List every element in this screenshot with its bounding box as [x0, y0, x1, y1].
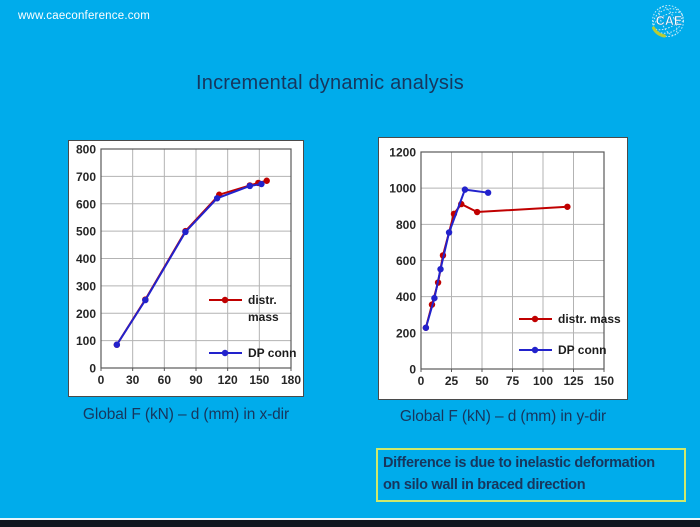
svg-text:100: 100: [533, 374, 553, 388]
website-url: www.caeconference.com: [18, 10, 151, 22]
svg-text:1000: 1000: [389, 182, 416, 196]
svg-text:600: 600: [76, 197, 96, 211]
svg-text:150: 150: [594, 374, 614, 388]
chart-y-dir-plot: 0 25 50 75 100 125 150 0 200 400 600 800 1000 1200 dis…: [389, 146, 621, 389]
svg-text:800: 800: [76, 143, 96, 157]
svg-text:500: 500: [76, 225, 96, 239]
chart-x-dir: 0 30 60 90 120 150 180 0 100 200 300 400 500 600 700 80…: [68, 140, 304, 397]
chart-y-dir: 0 25 50 75 100 125 150 0 200 400 600 800 1000 1200 dis…: [378, 137, 628, 400]
chart-y-caption: Global F (kN) – d (mm) in y-dir: [399, 408, 607, 425]
svg-text:30: 30: [126, 373, 140, 387]
svg-text:600: 600: [396, 254, 416, 268]
svg-text:200: 200: [396, 326, 416, 340]
svg-text:800: 800: [396, 218, 416, 232]
svg-text:100: 100: [76, 334, 96, 348]
svg-text:120: 120: [218, 373, 238, 387]
svg-text:DP conn: DP conn: [558, 343, 606, 357]
svg-text:0: 0: [418, 374, 425, 388]
globe-swirl-icon: CAE: [652, 5, 684, 38]
svg-text:mass: mass: [248, 310, 279, 324]
svg-text:50: 50: [475, 374, 489, 388]
svg-text:75: 75: [506, 374, 520, 388]
svg-text:90: 90: [189, 373, 203, 387]
svg-text:0: 0: [409, 363, 416, 377]
svg-text:60: 60: [158, 373, 172, 387]
cae-logo: CAE: [648, 2, 690, 40]
chart-x-dir-plot: 0 30 60 90 120 150 180 0 100 200 300 400 500 600 700 80…: [76, 143, 301, 388]
slide-title: Incremental dynamic analysis: [196, 72, 464, 94]
svg-text:0: 0: [89, 362, 96, 376]
svg-text:700: 700: [76, 170, 96, 184]
svg-text:25: 25: [445, 374, 459, 388]
chart-x-caption: Global F (kN) – d (mm) in x-dir: [82, 406, 290, 423]
note-line-2: on silo wall in braced direction: [383, 477, 586, 493]
svg-text:125: 125: [563, 374, 583, 388]
svg-text:150: 150: [249, 373, 269, 387]
svg-text:400: 400: [396, 290, 416, 304]
logo-text: CAE: [656, 14, 682, 28]
svg-text:distr. mass: distr. mass: [558, 312, 621, 326]
svg-text:300: 300: [76, 279, 96, 293]
svg-text:0: 0: [98, 373, 105, 387]
svg-text:400: 400: [76, 252, 96, 266]
note-line-1: Difference is due to inelastic deformati…: [383, 455, 655, 471]
svg-text:180: 180: [281, 373, 301, 387]
bottom-bar: [0, 520, 700, 527]
note-box: Difference is due to inelastic deformati…: [376, 448, 686, 502]
bottom-divider: [0, 518, 700, 520]
svg-text:DP conn: DP conn: [248, 346, 296, 360]
svg-text:distr.: distr.: [248, 293, 277, 307]
svg-text:1200: 1200: [389, 146, 416, 160]
svg-text:200: 200: [76, 307, 96, 321]
